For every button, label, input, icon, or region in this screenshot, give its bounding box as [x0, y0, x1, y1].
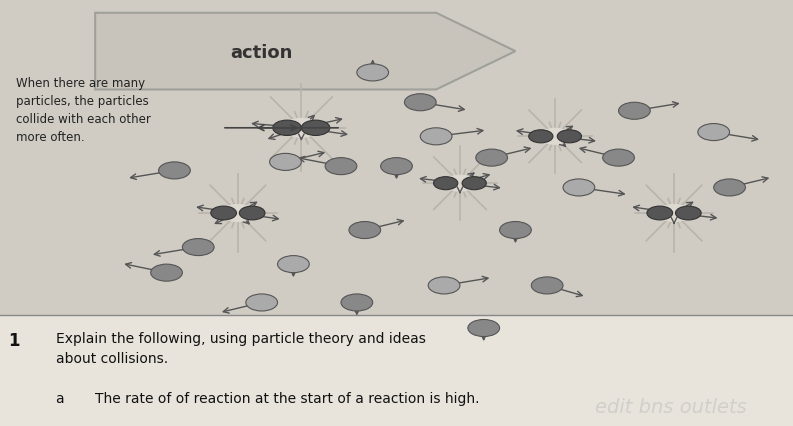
- Circle shape: [246, 294, 278, 311]
- Circle shape: [647, 206, 672, 220]
- Text: Explain the following, using particle theory and ideas
about collisions.: Explain the following, using particle th…: [56, 332, 425, 366]
- Circle shape: [540, 128, 570, 144]
- Circle shape: [531, 277, 563, 294]
- Circle shape: [714, 179, 745, 196]
- Circle shape: [239, 206, 265, 220]
- Circle shape: [428, 277, 460, 294]
- Circle shape: [420, 128, 452, 145]
- Circle shape: [476, 149, 508, 166]
- FancyBboxPatch shape: [0, 315, 793, 426]
- Circle shape: [468, 320, 500, 337]
- Text: The rate of of reaction at the start of a reaction is high.: The rate of of reaction at the start of …: [95, 392, 480, 406]
- Circle shape: [619, 102, 650, 119]
- Circle shape: [462, 177, 486, 190]
- Circle shape: [151, 264, 182, 281]
- Circle shape: [211, 206, 236, 220]
- Circle shape: [445, 175, 475, 191]
- Circle shape: [349, 222, 381, 239]
- Circle shape: [284, 118, 319, 137]
- Text: When there are many
particles, the particles
collide with each other
more often.: When there are many particles, the parti…: [16, 77, 151, 144]
- Circle shape: [529, 130, 553, 143]
- Circle shape: [563, 179, 595, 196]
- Text: edit bns outlets: edit bns outlets: [595, 398, 746, 417]
- Circle shape: [357, 64, 389, 81]
- Circle shape: [676, 206, 701, 220]
- Circle shape: [341, 294, 373, 311]
- Circle shape: [270, 153, 301, 170]
- Circle shape: [325, 158, 357, 175]
- Circle shape: [222, 204, 254, 222]
- Circle shape: [273, 120, 301, 135]
- Circle shape: [301, 120, 330, 135]
- Circle shape: [434, 177, 458, 190]
- Text: 1: 1: [8, 332, 20, 350]
- Circle shape: [603, 149, 634, 166]
- Polygon shape: [95, 13, 515, 89]
- Circle shape: [557, 130, 581, 143]
- Circle shape: [182, 239, 214, 256]
- Circle shape: [658, 204, 690, 222]
- Circle shape: [381, 158, 412, 175]
- Circle shape: [278, 256, 309, 273]
- Circle shape: [500, 222, 531, 239]
- Circle shape: [698, 124, 730, 141]
- Circle shape: [404, 94, 436, 111]
- Circle shape: [159, 162, 190, 179]
- Text: action: action: [231, 44, 293, 62]
- Text: a: a: [56, 392, 64, 406]
